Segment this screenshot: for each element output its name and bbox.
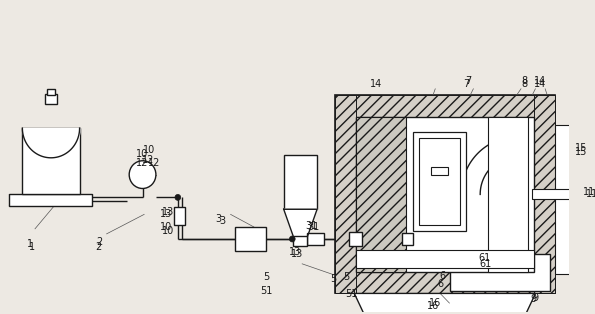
Bar (23, 128, 80, 194)
Text: 1: 1 (29, 242, 35, 252)
Text: 16: 16 (427, 301, 440, 311)
Text: 31: 31 (305, 221, 318, 231)
Text: 10: 10 (162, 226, 174, 236)
Text: 51: 51 (261, 286, 273, 296)
Bar (174, 207, 186, 225)
Text: 9: 9 (531, 294, 537, 304)
Text: 13: 13 (291, 249, 303, 259)
Bar (532, 189, 575, 199)
Text: 8: 8 (521, 78, 527, 89)
Text: 2: 2 (96, 237, 103, 247)
Text: 3: 3 (216, 214, 222, 224)
Text: 6: 6 (439, 271, 445, 281)
Bar (555, 125, 572, 273)
Bar (45, 95, 57, 104)
Bar (335, 95, 356, 293)
Bar (335, 95, 555, 293)
Text: 12: 12 (148, 158, 160, 168)
Text: 14: 14 (534, 78, 546, 89)
Text: 11: 11 (583, 187, 595, 198)
Text: 15: 15 (575, 143, 587, 153)
Bar (306, 233, 324, 245)
Bar (335, 272, 555, 293)
Bar (293, 236, 306, 246)
Bar (431, 167, 448, 175)
Text: 12: 12 (142, 155, 155, 165)
Text: 14: 14 (534, 76, 546, 86)
Text: 12: 12 (136, 158, 149, 168)
Circle shape (129, 161, 156, 188)
Bar (349, 232, 362, 246)
Bar (534, 95, 555, 293)
Text: 10: 10 (160, 222, 173, 232)
Text: 10: 10 (143, 145, 155, 155)
Text: 5: 5 (264, 272, 270, 282)
Text: 3: 3 (220, 216, 226, 226)
Bar (356, 117, 534, 272)
Text: 9: 9 (533, 293, 538, 303)
Text: 10: 10 (136, 149, 149, 159)
Bar (335, 95, 555, 117)
Text: 5: 5 (330, 273, 336, 284)
Text: 31: 31 (307, 222, 320, 232)
Bar (488, 117, 528, 272)
Circle shape (175, 194, 181, 200)
Bar (47, 89, 55, 95)
Text: 6: 6 (437, 279, 443, 289)
Text: 11: 11 (585, 189, 595, 199)
Text: 16: 16 (429, 298, 441, 308)
Text: 13: 13 (289, 247, 301, 257)
Text: 1: 1 (27, 239, 33, 249)
Text: 14: 14 (370, 78, 383, 89)
Bar (450, 254, 550, 291)
Text: 2: 2 (96, 242, 102, 252)
Text: 8: 8 (521, 76, 527, 86)
Polygon shape (354, 293, 536, 314)
Polygon shape (284, 209, 317, 239)
Bar (356, 250, 534, 268)
Text: 15: 15 (575, 147, 587, 157)
Bar (414, 132, 466, 231)
Bar (356, 117, 406, 272)
Bar (284, 155, 317, 209)
Text: 61: 61 (479, 253, 491, 263)
Text: 13: 13 (160, 209, 173, 219)
Circle shape (289, 236, 295, 242)
Text: 5: 5 (343, 272, 350, 282)
Bar (419, 138, 460, 225)
Text: 7: 7 (463, 78, 469, 89)
Text: 61: 61 (480, 259, 492, 269)
Text: 7: 7 (466, 76, 472, 86)
Text: 51: 51 (345, 290, 358, 300)
Bar (402, 233, 414, 245)
Bar (235, 227, 265, 251)
Text: 13: 13 (162, 207, 174, 217)
Bar (9, 194, 92, 206)
